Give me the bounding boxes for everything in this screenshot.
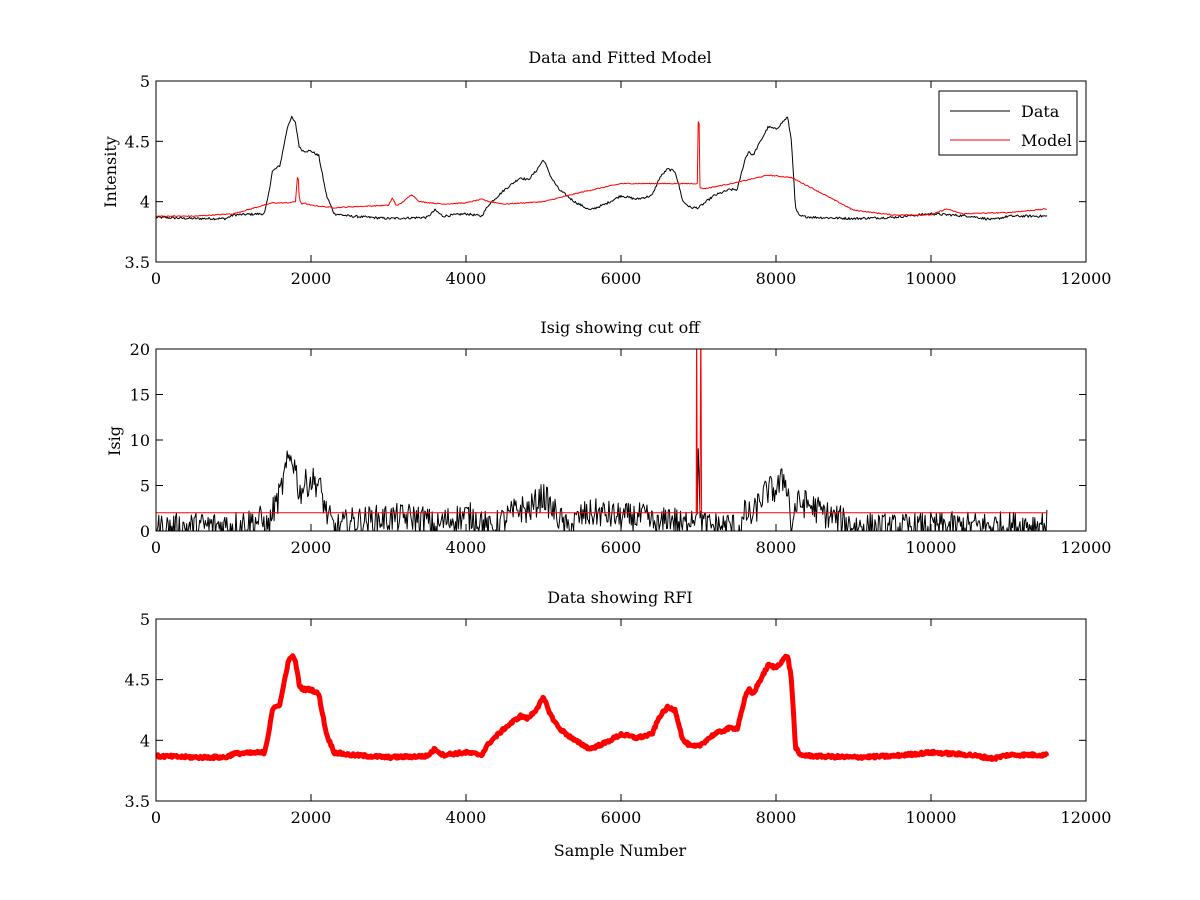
panel-2-xtick-label: 0 [151, 538, 161, 557]
panel-1-xtick-label: 8000 [756, 269, 797, 288]
panel-2-series-2-line [156, 349, 1048, 514]
panel-3-xtick-label: 6000 [601, 808, 642, 827]
panel-2-ytick-label: 5 [140, 477, 150, 496]
panel-3-ytick-label: 3.5 [125, 792, 150, 811]
panel-1-xtick-label: 10000 [906, 269, 957, 288]
panel-1-xtick-label: 12000 [1061, 269, 1112, 288]
panel-1-series-2-line [156, 121, 1047, 218]
panel-2-xtick-label: 4000 [446, 538, 487, 557]
panel-3-xtick-label: 10000 [906, 808, 957, 827]
panel-1-title: Data and Fitted Model [528, 48, 711, 67]
panel-3-xtick-label: 12000 [1061, 808, 1112, 827]
panel-1-ytick-label: 5 [140, 72, 150, 91]
panel-1-series-1-line [156, 115, 1048, 221]
panel-3-xtick-label: 0 [151, 808, 161, 827]
panel-1: Data and Fitted Model Intensity 0 2000 400… [101, 48, 1111, 288]
legend-model-label: Model [1021, 131, 1072, 150]
panel-3-ytick-label: 5 [140, 610, 150, 629]
panel-3: Data showing RFI 0 2000 4000 6000 8000 10000 1… [125, 588, 1112, 860]
panel-3-xtick-label: 4000 [446, 808, 487, 827]
panel-3-plot-lines [156, 653, 1050, 762]
panel-2-ticks: 0 2000 4000 6000 8000 10000 12000 0 5 10 15 20 [130, 340, 1112, 557]
panel-1-ytick-label: 4 [140, 193, 150, 212]
panel-2-xtick-label: 6000 [601, 538, 642, 557]
panel-2-ytick-label: 0 [140, 522, 150, 541]
panel-2-xtick-label: 8000 [756, 538, 797, 557]
panel-3-title: Data showing RFI [547, 588, 692, 607]
panel-3-ticks: 0 2000 4000 6000 8000 10000 12000 3.5 4 4.5 5 [125, 610, 1112, 827]
panel-1-xtick-label: 6000 [601, 269, 642, 288]
legend-box [938, 90, 1078, 156]
panel-3-xlabel: Sample Number [554, 841, 687, 860]
panel-2: Isig showing cut off Isig 0 2000 4000 6000 8… [105, 318, 1112, 557]
panel-2-ytick-label: 10 [130, 431, 150, 450]
panel-3-xtick-label: 8000 [756, 808, 797, 827]
panel-2-ytick-label: 20 [130, 340, 150, 359]
panel-1-plot-lines [156, 115, 1048, 221]
panel-3-xtick-label: 2000 [291, 808, 332, 827]
panel-1-xtick-label: 2000 [291, 269, 332, 288]
panel-2-xtick-label: 2000 [291, 538, 332, 557]
panel-3-ytick-label: 4 [140, 731, 150, 750]
panel-1-xtick-label: 0 [151, 269, 161, 288]
panel-1-ticks: 0 2000 4000 6000 8000 10000 12000 3.5 4 4.5 5 [125, 72, 1112, 288]
legend-data-label: Data [1021, 102, 1060, 121]
panel-1-xtick-label: 4000 [446, 269, 487, 288]
panel-2-title: Isig showing cut off [540, 318, 701, 337]
panel-2-ylabel: Isig [105, 426, 124, 456]
panel-3-ytick-label: 4.5 [125, 671, 150, 690]
panel-2-xtick-label: 10000 [906, 538, 957, 557]
panel-2-xtick-label: 12000 [1061, 538, 1112, 557]
panel-3-series-1-line [156, 653, 1050, 762]
panel-1-ylabel: Intensity [101, 136, 120, 208]
panel-1-ytick-label: 4.5 [125, 132, 150, 151]
panel-1-ytick-label: 3.5 [125, 253, 150, 272]
panel-1-legend: Data Model [938, 90, 1078, 156]
panel-2-ytick-label: 15 [130, 386, 150, 405]
